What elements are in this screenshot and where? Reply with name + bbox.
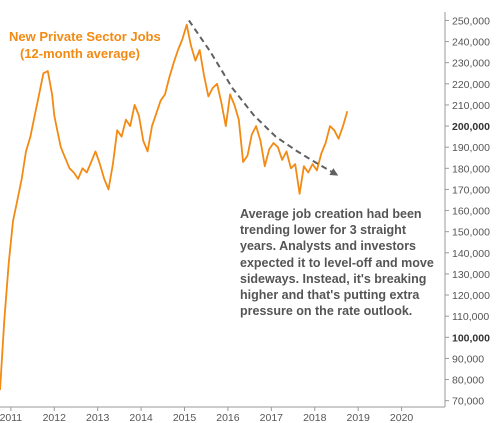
- x-tick-label: 2017: [260, 412, 284, 423]
- y-tick-label: 190,000: [452, 142, 490, 154]
- chart-annotation: Average job creation had been trending l…: [240, 207, 434, 319]
- y-tick-label: 80,000: [452, 375, 484, 387]
- y-tick-label: 70,000: [452, 396, 484, 408]
- x-tick-label: 2012: [43, 412, 67, 423]
- chart-title-block: New Private Sector Jobs (12-month averag…: [9, 28, 161, 62]
- chart-subtitle: (12-month average): [20, 46, 140, 61]
- y-tick-label: 150,000: [452, 227, 490, 239]
- series-group: [0, 23, 349, 391]
- y-tick-label: 220,000: [452, 79, 490, 91]
- y-tick-label: 100,000: [452, 332, 490, 344]
- y-tick-label: 160,000: [452, 206, 490, 218]
- x-tick-label: 2018: [303, 412, 327, 423]
- y-tick-label: 120,000: [452, 290, 490, 302]
- x-axis-ticks: 2011 2012 2013 2014 2015 2016 2017 2018 2019 2020: [0, 407, 413, 423]
- y-tick-label: 140,000: [452, 248, 490, 260]
- x-tick-label: 2011: [0, 412, 22, 423]
- trend-line-group: [188, 19, 339, 176]
- x-tick-label: 2013: [86, 412, 110, 423]
- y-tick-label: 210,000: [452, 100, 490, 112]
- trend-arrow-line: [188, 19, 339, 176]
- y-tick-label: 230,000: [452, 58, 490, 70]
- chart-title: New Private Sector Jobs: [9, 29, 161, 44]
- x-tick-label: 2019: [346, 412, 370, 423]
- y-tick-label: 110,000: [452, 311, 489, 323]
- jobs-series-line: [0, 23, 349, 391]
- x-tick-label: 2014: [129, 412, 153, 423]
- y-tick-label: 250,000: [452, 15, 490, 27]
- y-tick-label: 200,000: [452, 121, 490, 133]
- y-tick-label: 130,000: [452, 269, 490, 281]
- y-axis-ticks: 250,000 240,000 230,000 220,000 210,000 200,0…: [445, 15, 490, 408]
- x-tick-label: 2015: [173, 412, 197, 423]
- x-tick-label: 2016: [216, 412, 240, 423]
- y-tick-label: 170,000: [452, 184, 490, 196]
- x-tick-label: 2020: [390, 412, 414, 423]
- y-tick-label: 240,000: [452, 37, 490, 49]
- y-tick-label: 90,000: [452, 353, 484, 365]
- y-tick-label: 180,000: [452, 163, 490, 175]
